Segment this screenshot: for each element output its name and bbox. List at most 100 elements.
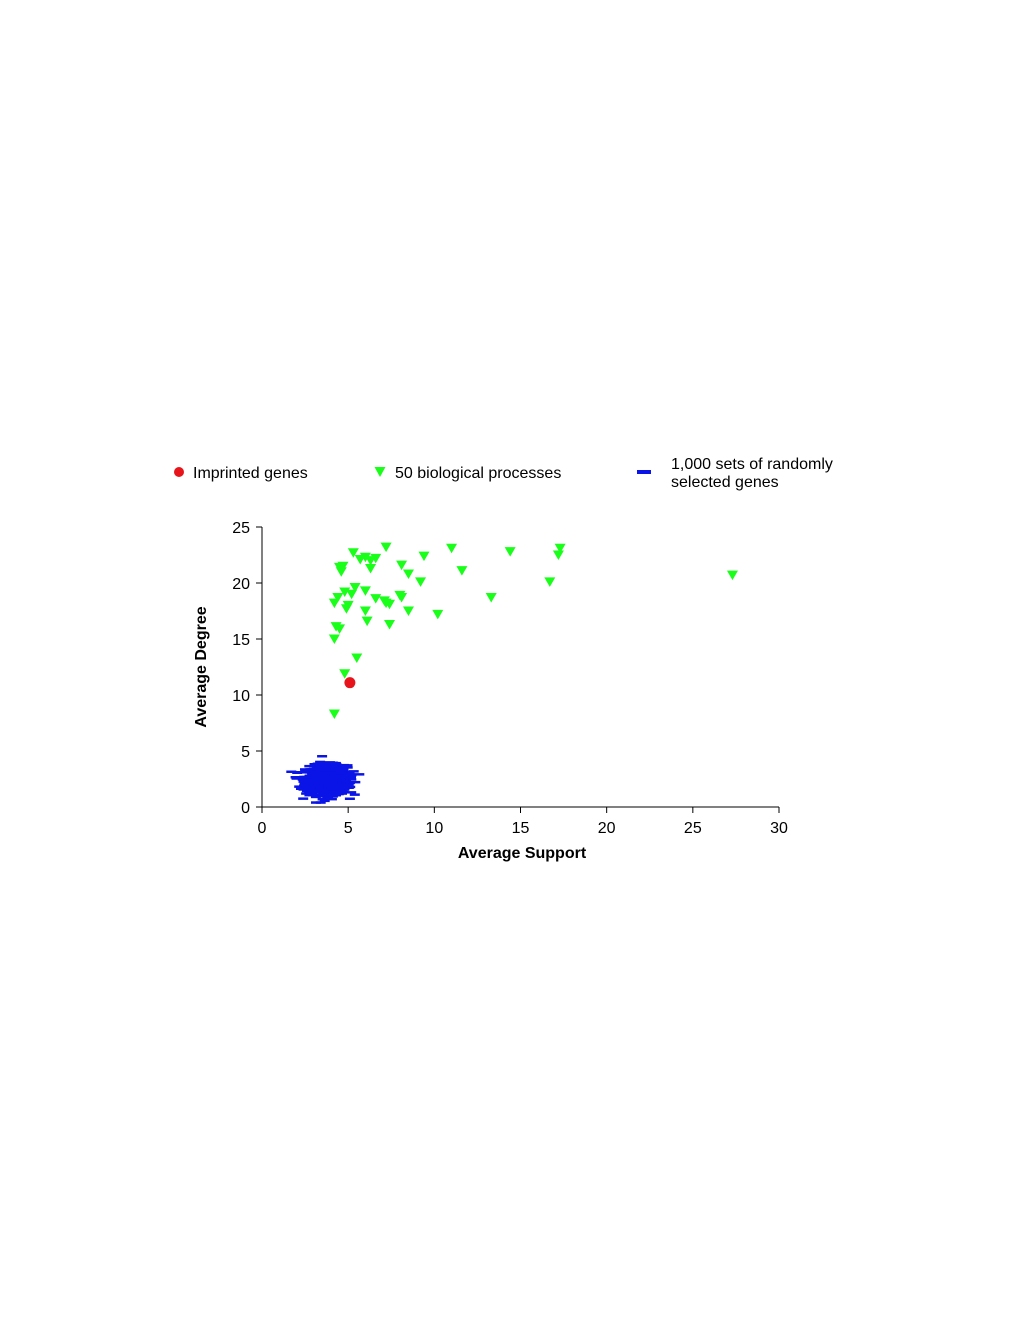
x-tick-label: 30 [770, 820, 788, 837]
x-ticks: 0 5 10 15 20 25 30 [258, 807, 788, 837]
random-set-mark [334, 769, 345, 772]
random-set-mark [298, 797, 309, 800]
y-tick-label: 0 [241, 800, 250, 817]
random-set-mark [330, 763, 341, 766]
random-set-mark [349, 793, 360, 796]
random-set-mark [326, 775, 337, 778]
y-tick-label: 5 [241, 744, 250, 761]
legend-label-imprinted-genes: Imprinted genes [193, 465, 308, 482]
random-set-mark [331, 776, 342, 780]
process-point [415, 577, 427, 587]
process-point [361, 616, 373, 627]
random-set-mark [322, 767, 333, 771]
random-set-mark [332, 786, 343, 790]
process-point [554, 543, 566, 554]
x-tick-label: 20 [598, 820, 616, 837]
random-set-mark [328, 761, 339, 765]
random-set-mark [309, 790, 320, 794]
process-point [359, 552, 371, 563]
random-set-mark [314, 762, 325, 766]
axes: 0 5 10 15 20 25 0 5 10 15 20 25 30 [232, 520, 788, 837]
random-set-mark [299, 783, 310, 786]
random-set-mark [314, 780, 325, 783]
random-set-mark [307, 789, 318, 792]
random-set-mark [310, 787, 321, 790]
random-set-mark [305, 785, 316, 788]
random-set-mark [331, 780, 342, 783]
random-set-mark [302, 770, 312, 773]
process-point [332, 593, 344, 603]
y-tick-label: 20 [232, 576, 250, 593]
random-set-mark [339, 788, 350, 791]
random-set-mark [317, 778, 328, 781]
y-axis-title: Average Degree [193, 606, 210, 727]
process-point [351, 653, 363, 664]
x-tick-label: 5 [344, 820, 353, 837]
random-set-mark [346, 791, 357, 794]
process-point [349, 582, 361, 593]
random-set-mark [336, 783, 347, 787]
random-set-mark [312, 785, 323, 788]
x-tick-label: 25 [684, 820, 702, 837]
random-set-mark [304, 790, 315, 794]
random-set-mark [304, 764, 315, 768]
random-set-mark [324, 780, 335, 784]
random-set-mark [308, 779, 319, 782]
random-set-mark [343, 786, 354, 789]
random-set-mark [346, 778, 357, 781]
random-set-mark [319, 799, 330, 803]
random-set-mark [331, 785, 342, 788]
random-set-mark [317, 798, 328, 801]
random-set-mark [315, 801, 326, 804]
random-set-mark [314, 765, 325, 768]
process-point [380, 542, 392, 553]
random-set-mark [286, 770, 297, 773]
legend-label-random-genes: 1,000 sets of randomly selected genes [671, 456, 837, 491]
random-set-mark [338, 763, 349, 767]
process-point [359, 586, 371, 596]
random-set-mark [344, 771, 355, 775]
process-point [396, 560, 408, 571]
random-set-mark [327, 771, 338, 775]
random-set-mark [338, 776, 349, 780]
random-set-mark [332, 766, 342, 770]
process-point [485, 593, 497, 603]
legend-marker-biological-processes [374, 467, 386, 477]
random-set-mark [325, 782, 335, 786]
random-set-mark [337, 767, 348, 770]
process-point [402, 606, 414, 616]
random-set-mark [315, 760, 326, 764]
random-set-mark [298, 786, 309, 789]
process-point [339, 669, 351, 679]
random-set-mark [323, 796, 334, 799]
random-set-mark [337, 779, 348, 782]
y-tick-label: 10 [232, 688, 250, 705]
random-set-mark [320, 771, 331, 775]
y-tick-label: 15 [232, 632, 250, 649]
x-tick-label: 10 [425, 820, 443, 837]
x-tick-label: 0 [258, 820, 267, 837]
random-set-mark [301, 775, 312, 779]
random-set-mark [313, 783, 324, 787]
random-set-mark [312, 767, 323, 771]
random-set-mark [313, 782, 324, 785]
random-set-mark [344, 773, 355, 776]
random-set-mark [308, 771, 319, 774]
process-point [330, 622, 342, 632]
random-set-mark [294, 771, 305, 774]
legend-marker-imprinted-genes [174, 467, 184, 477]
random-set-mark [290, 776, 301, 779]
random-set-mark [300, 768, 310, 771]
process-point [378, 596, 390, 606]
process-point [726, 570, 738, 581]
random-set-mark [303, 778, 314, 782]
random-set-mark [319, 782, 330, 785]
random-set-mark [323, 784, 334, 788]
random-set-mark [300, 781, 310, 784]
process-point [544, 577, 556, 587]
x-axis-title: Average Support [458, 845, 587, 862]
process-point [347, 548, 359, 558]
process-point [402, 569, 414, 580]
process-point [370, 594, 382, 604]
